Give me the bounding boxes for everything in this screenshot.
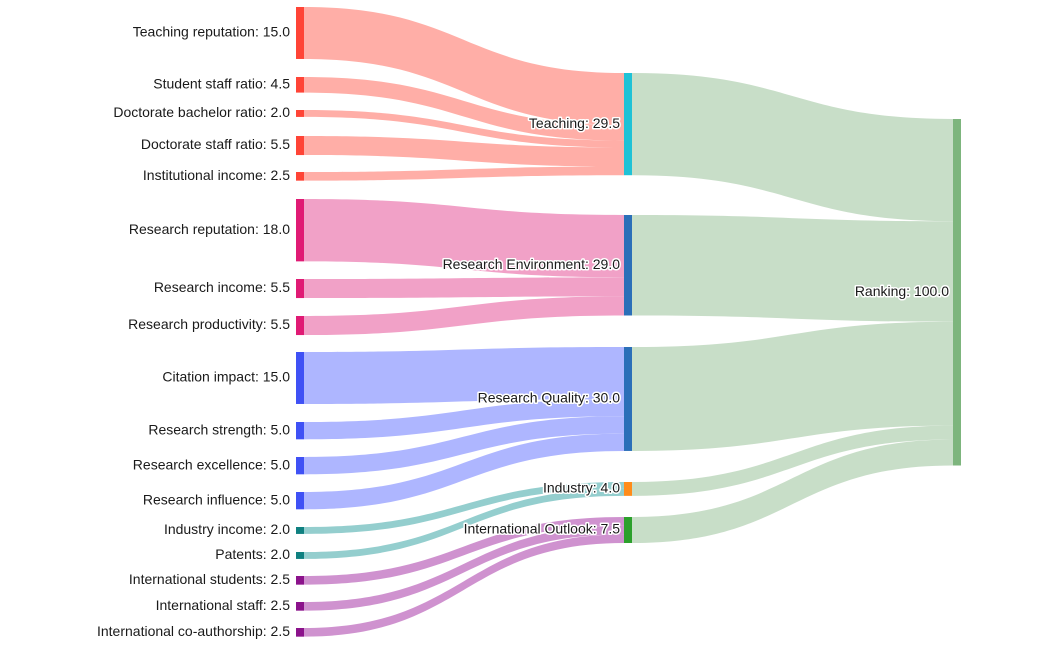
link-research-income bbox=[304, 277, 624, 299]
link-international-co-authorship bbox=[304, 534, 624, 637]
link-doctorate-staff-ratio bbox=[304, 136, 624, 167]
label-international-staff: International staff: 2.5 bbox=[156, 597, 291, 613]
nodes bbox=[296, 7, 961, 637]
link-research-influence bbox=[304, 433, 624, 510]
label-institutional-income: Institutional income: 2.5 bbox=[143, 167, 290, 183]
node-research-env bbox=[624, 215, 632, 316]
node-patents bbox=[296, 552, 304, 559]
link-citation-impact bbox=[304, 347, 624, 404]
label-research-productivity: Research productivity: 5.5 bbox=[128, 316, 290, 332]
node-institutional-income bbox=[296, 172, 304, 181]
node-international bbox=[624, 517, 632, 543]
link-industry-income bbox=[304, 482, 624, 534]
link-research-reputation bbox=[304, 199, 624, 278]
node-industry-income bbox=[296, 527, 304, 534]
label-doctorate-bachelor-ratio: Doctorate bachelor ratio: 2.0 bbox=[113, 104, 290, 120]
label-patents: Patents: 2.0 bbox=[215, 546, 290, 562]
link-international-staff bbox=[304, 525, 624, 611]
link-research-quality-ranking bbox=[632, 321, 953, 451]
node-doctorate-bachelor-ratio bbox=[296, 110, 304, 117]
node-teaching-reputation bbox=[296, 7, 304, 59]
link-teaching-reputation bbox=[304, 7, 624, 125]
link-doctorate-bachelor-ratio bbox=[304, 110, 624, 148]
label-research-income: Research income: 5.5 bbox=[154, 279, 290, 295]
link-institutional-income bbox=[304, 166, 624, 181]
node-research-influence bbox=[296, 492, 304, 510]
label-ranking: Ranking: 100.0 bbox=[855, 283, 949, 299]
link-industry-ranking bbox=[632, 425, 953, 496]
label-doctorate-staff-ratio: Doctorate staff ratio: 5.5 bbox=[141, 136, 290, 152]
label-research-quality: Research Quality: 30.0 bbox=[478, 390, 621, 406]
label-teaching: Teaching: 29.5 bbox=[529, 115, 620, 131]
link-research-strength bbox=[304, 398, 624, 440]
label-industry: Industry: 4.0 bbox=[543, 480, 620, 496]
final-links bbox=[632, 73, 953, 543]
node-industry bbox=[624, 482, 632, 496]
link-research-productivity bbox=[304, 296, 624, 336]
node-ranking bbox=[953, 119, 961, 466]
node-international-students bbox=[296, 576, 304, 585]
node-research-reputation bbox=[296, 199, 304, 262]
link-teaching-ranking bbox=[632, 73, 953, 222]
label-student-staff-ratio: Student staff ratio: 4.5 bbox=[153, 75, 290, 91]
label-research-reputation: Research reputation: 18.0 bbox=[129, 221, 290, 237]
node-citation-impact bbox=[296, 352, 304, 404]
node-international-co-authorship bbox=[296, 628, 304, 637]
node-research-quality bbox=[624, 347, 632, 451]
link-research-env-ranking bbox=[632, 215, 953, 322]
label-research-strength: Research strength: 5.0 bbox=[148, 421, 290, 437]
node-teaching bbox=[624, 73, 632, 176]
link-patents bbox=[304, 488, 624, 559]
label-teaching-reputation: Teaching reputation: 15.0 bbox=[133, 24, 290, 40]
node-research-excellence bbox=[296, 457, 304, 475]
label-research-excellence: Research excellence: 5.0 bbox=[133, 456, 290, 472]
node-research-productivity bbox=[296, 316, 304, 336]
label-international-students: International students: 2.5 bbox=[129, 571, 290, 587]
node-international-staff bbox=[296, 602, 304, 611]
link-international-students bbox=[304, 517, 624, 585]
labels: Teaching reputation: 15.0 Student staff r… bbox=[97, 24, 951, 639]
node-research-strength bbox=[296, 422, 304, 440]
node-research-income bbox=[296, 279, 304, 299]
label-international: International Outlook: 7.5 bbox=[464, 521, 621, 537]
link-research-excellence bbox=[304, 416, 624, 475]
link-student-staff-ratio bbox=[304, 77, 624, 141]
label-research-influence: Research influence: 5.0 bbox=[143, 491, 290, 507]
label-industry-income: Industry income: 2.0 bbox=[164, 521, 290, 537]
label-international-co-authorship: International co-authorship: 2.5 bbox=[97, 623, 290, 639]
source-links bbox=[304, 7, 624, 637]
node-student-staff-ratio bbox=[296, 77, 304, 93]
label-research-env: Research Environment: 29.0 bbox=[443, 256, 621, 272]
link-international-ranking bbox=[632, 439, 953, 543]
label-citation-impact: Citation impact: 15.0 bbox=[162, 369, 290, 385]
node-doctorate-staff-ratio bbox=[296, 136, 304, 156]
